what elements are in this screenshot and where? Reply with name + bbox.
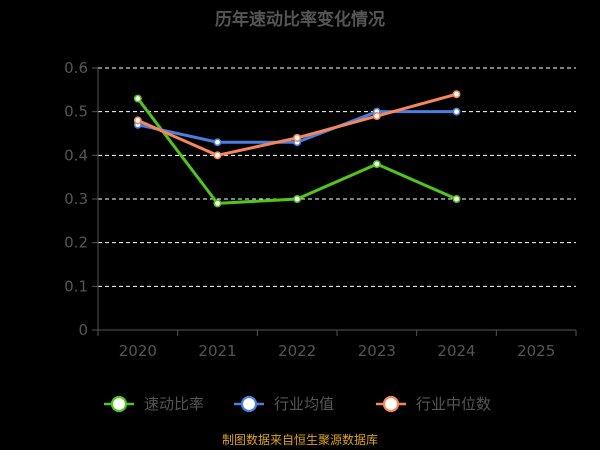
source-note: 制图数据来自恒生聚源数据库 [222,432,378,447]
legend-label: 行业均值 [274,395,334,413]
legend-marker [110,395,128,413]
x-tick-label: 2025 [517,342,555,360]
legend-label: 速动比率 [144,395,204,413]
legend-item[interactable]: 速动比率 [104,395,204,413]
y-tick-label: 0.4 [64,146,88,164]
data-point[interactable] [133,94,142,103]
legend-marker [382,395,400,413]
x-tick-label: 2024 [437,342,475,360]
chart-title: 历年速动比率变化情况 [215,9,385,30]
x-tick-label: 2023 [358,342,396,360]
y-tick-label: 0.1 [64,277,88,295]
data-point[interactable] [293,195,302,204]
y-tick-label: 0 [78,321,88,339]
legend-label: 行业中位数 [416,395,491,413]
legend: 速动比率 行业均值 行业中位数 [104,395,491,413]
x-tick-label: 2021 [198,342,236,360]
x-tick-label: 2022 [278,342,316,360]
axes: 0 0.1 0.2 0.3 0.4 0.5 0.6 2020 2021 2022 2023 2024 2… [64,59,577,360]
data-point[interactable] [133,116,142,125]
data-point[interactable] [213,151,222,160]
data-point[interactable] [213,199,222,208]
y-tick-label: 0.5 [64,103,88,121]
legend-marker [240,395,258,413]
data-point[interactable] [293,133,302,142]
data-point[interactable] [452,90,461,99]
data-point[interactable] [452,195,461,204]
x-tick-label: 2020 [119,342,157,360]
y-tick-label: 0.6 [64,59,88,77]
series [133,90,461,208]
legend-item[interactable]: 行业均值 [234,395,334,413]
legend-item[interactable]: 行业中位数 [376,395,491,413]
grid [98,67,576,287]
data-point[interactable] [372,112,381,121]
y-tick-label: 0.3 [64,190,88,208]
y-tick-label: 0.2 [64,234,88,252]
data-point[interactable] [452,107,461,116]
data-point[interactable] [213,138,222,147]
data-point[interactable] [372,160,381,169]
